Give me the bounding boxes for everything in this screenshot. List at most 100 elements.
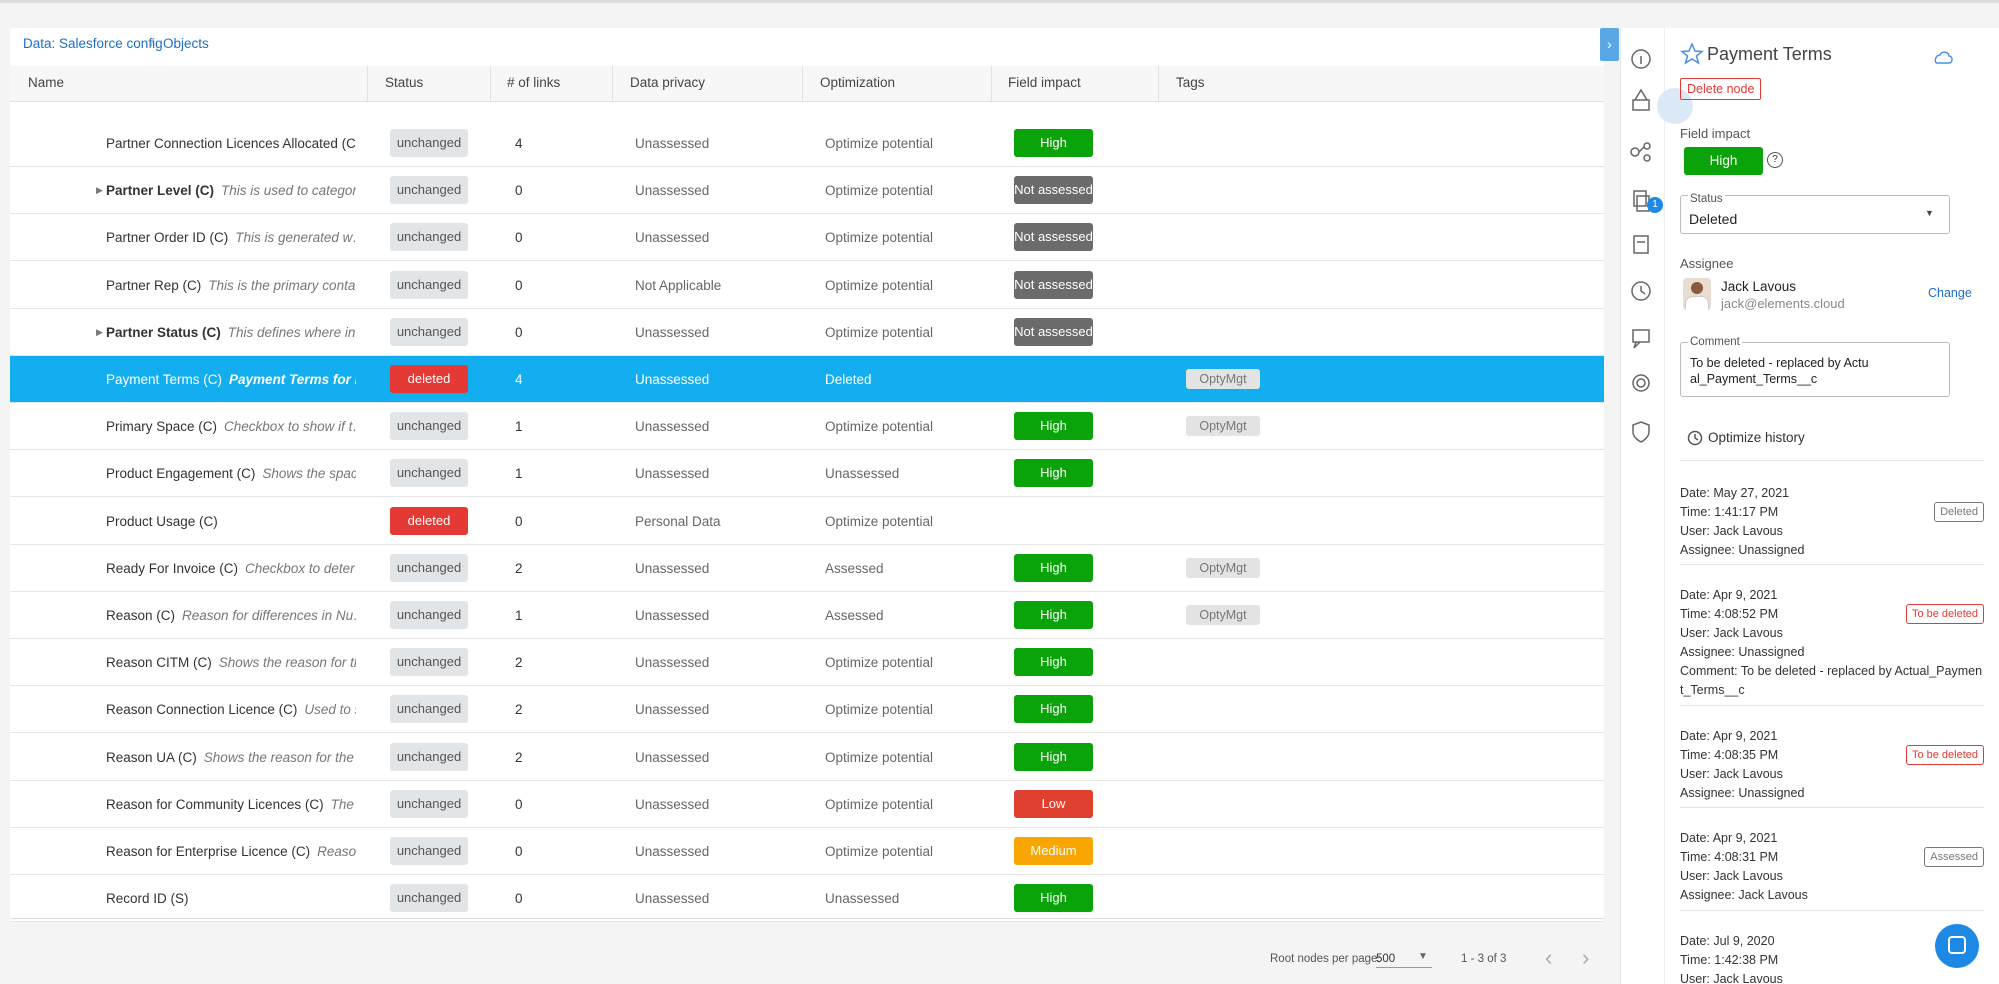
impact-pill: Not assessed bbox=[1014, 270, 1093, 299]
dropdown-arrow: ▼ bbox=[1418, 951, 1428, 962]
links-count: 0 bbox=[515, 277, 523, 293]
tag-pill[interactable]: OptyMgt bbox=[1186, 416, 1260, 437]
data-privacy: Unassessed bbox=[635, 136, 710, 151]
links-count: 4 bbox=[515, 372, 523, 387]
history-assignee: Assignee: Jack Lavous bbox=[1680, 886, 1984, 905]
history-label: Date: bbox=[1680, 486, 1710, 500]
data-privacy: Unassessed bbox=[635, 608, 710, 623]
field-name: Payment Terms (C) bbox=[106, 372, 223, 387]
table-row[interactable]: Reason for Enterprise Licence (C) Reaso… u… bbox=[10, 828, 1604, 875]
history-user: User: Jack Lavous bbox=[1680, 970, 1984, 984]
field-impact-value[interactable]: High bbox=[1684, 147, 1763, 175]
column-header[interactable]: Field impact bbox=[1008, 75, 1081, 90]
history-badge: To be deleted bbox=[1905, 745, 1984, 765]
table-row[interactable]: Partner Connection Licences Allocated (C… bbox=[10, 120, 1604, 167]
history-value: Jack Lavous bbox=[1738, 888, 1808, 902]
field-name: Partner Level (C) bbox=[106, 183, 215, 199]
column-header[interactable]: Status bbox=[385, 75, 424, 90]
table-row[interactable]: ▶ Partner Status (C) This defines where in… bbox=[10, 308, 1604, 356]
breadcrumb-link[interactable]: Objects bbox=[163, 36, 209, 51]
tag-pill[interactable]: OptyMgt bbox=[1186, 369, 1260, 389]
name-cell: Record ID (S) bbox=[106, 875, 356, 922]
data-privacy: Unassessed bbox=[635, 230, 710, 246]
table-row[interactable]: Product Engagement (C) Shows the spac… unc… bbox=[10, 450, 1604, 498]
column-header[interactable]: # of links bbox=[507, 75, 561, 90]
column-header[interactable]: Data privacy bbox=[630, 75, 706, 90]
name-cell: Reason UA (C) Shows the reason for the … bbox=[106, 734, 356, 781]
field-name: Reason Connection Licence (C) bbox=[106, 702, 298, 718]
name-cell: Primary Space (C) Checkbox to show if t… bbox=[106, 403, 356, 450]
next-page[interactable]: › bbox=[1582, 945, 1590, 970]
comment-box[interactable] bbox=[1680, 342, 1950, 397]
name-cell: Reason (C) Reason for differences in Nu… bbox=[106, 592, 356, 639]
table-row[interactable]: Payment Terms (C) Payment Terms for I… del… bbox=[10, 356, 1604, 403]
tag-pill[interactable]: OptyMgt bbox=[1186, 557, 1260, 578]
column-header[interactable]: Tags bbox=[1176, 75, 1205, 90]
field-name: Partner Rep (C) bbox=[106, 277, 202, 293]
column-header[interactable]: Name bbox=[28, 75, 65, 90]
expand-arrow[interactable]: ▶ bbox=[96, 185, 103, 196]
history-assignee: Assignee: Unassigned bbox=[1680, 643, 1984, 662]
impact-pill: High bbox=[1014, 412, 1093, 441]
share-icon[interactable] bbox=[1932, 46, 1954, 66]
prev-page[interactable]: ‹ bbox=[1545, 945, 1553, 970]
expand-arrow[interactable]: ▶ bbox=[96, 326, 103, 337]
history-value: Apr 9, 2021 bbox=[1712, 729, 1778, 743]
optimization: Optimize potential bbox=[825, 419, 934, 435]
name-cell: Reason CITM (C) Shows the reason for th… bbox=[106, 639, 356, 686]
field-name: Reason (C) bbox=[106, 608, 176, 623]
links-count: 1 bbox=[515, 419, 523, 435]
status-pill: unchanged bbox=[390, 695, 468, 724]
name-cell: Product Usage (C) bbox=[106, 498, 356, 545]
history-badge: Deleted bbox=[1934, 502, 1984, 522]
column-separator bbox=[802, 66, 803, 101]
table-row[interactable]: ▶ Partner Level (C) This is used to catego… bbox=[10, 167, 1604, 215]
name-cell: Ready For Invoice (C) Checkbox to deter… bbox=[106, 545, 356, 592]
history-label: Assignee: bbox=[1680, 888, 1735, 902]
table-row[interactable]: Product Usage (C) deleted 0 Personal Data Op… bbox=[10, 497, 1604, 545]
panel-title: Payment Terms bbox=[1707, 44, 1832, 64]
history-label: Date: bbox=[1680, 831, 1710, 845]
per-page-select[interactable]: 500 bbox=[1376, 953, 1432, 968]
impact-pill: High bbox=[1014, 553, 1093, 582]
history-badge: To be deleted bbox=[1905, 604, 1984, 624]
breadcrumb-sep: / bbox=[150, 36, 154, 51]
history-user: User: Jack Lavous bbox=[1680, 765, 1984, 784]
change-link[interactable]: Change bbox=[1928, 286, 1972, 300]
links-count: 0 bbox=[515, 844, 523, 859]
table-row[interactable]: Reason UA (C) Shows the reason for the … u… bbox=[10, 733, 1604, 781]
table-row[interactable]: Partner Rep (C) This is the primary conta… bbox=[10, 261, 1604, 309]
history-label: User: bbox=[1680, 626, 1710, 640]
data-privacy: Unassessed bbox=[635, 466, 710, 482]
impact-pill: High bbox=[1014, 695, 1093, 724]
links-count: 0 bbox=[515, 324, 523, 340]
status-pill: unchanged bbox=[390, 129, 468, 157]
history-assignee: Assignee: Unassigned bbox=[1680, 541, 1984, 560]
active-icon-bg bbox=[1657, 88, 1693, 124]
collapse-toggle[interactable]: › bbox=[1600, 28, 1619, 61]
status-select[interactable] bbox=[1680, 195, 1950, 234]
links-count: 0 bbox=[515, 513, 523, 529]
tag-pill[interactable]: OptyMgt bbox=[1186, 605, 1260, 625]
field-description: Shows the reason for the … bbox=[203, 749, 356, 765]
table-row[interactable]: Reason (C) Reason for differences in Nu… u… bbox=[10, 592, 1604, 639]
breadcrumb-link[interactable]: Data: Salesforce config bbox=[23, 36, 163, 51]
star-icon[interactable] bbox=[1680, 42, 1704, 66]
history-time: Time: 4:08:52 PM bbox=[1680, 605, 1984, 624]
table-row[interactable]: Primary Space (C) Checkbox to show if t… u… bbox=[10, 403, 1604, 451]
column-header[interactable]: Optimization bbox=[820, 75, 896, 90]
data-privacy: Unassessed bbox=[635, 419, 710, 435]
table-row[interactable]: Record ID (S) unchanged 0 Unassessed Unasses… bbox=[10, 875, 1604, 923]
data-privacy: Unassessed bbox=[635, 749, 710, 765]
table-row[interactable]: Reason Connection Licence (C) Used to s… u… bbox=[10, 686, 1604, 734]
chat-button[interactable] bbox=[1935, 924, 1979, 968]
table-row[interactable]: Partner Order ID (C) This is generated w…… bbox=[10, 214, 1604, 262]
table-row[interactable]: Ready For Invoice (C) Checkbox to deter… u… bbox=[10, 544, 1604, 592]
field-name: Partner Status (C) bbox=[106, 324, 221, 340]
field-name: Reason UA (C) bbox=[106, 749, 197, 765]
delete-node-button[interactable]: Delete node bbox=[1680, 78, 1762, 100]
table-row[interactable]: Reason CITM (C) Shows the reason for th… u… bbox=[10, 639, 1604, 687]
data-privacy: Unassessed bbox=[635, 372, 710, 387]
table-row[interactable]: Reason for Community Licences (C) The … un… bbox=[10, 780, 1604, 828]
field-description: Checkbox to deter… bbox=[245, 560, 356, 576]
